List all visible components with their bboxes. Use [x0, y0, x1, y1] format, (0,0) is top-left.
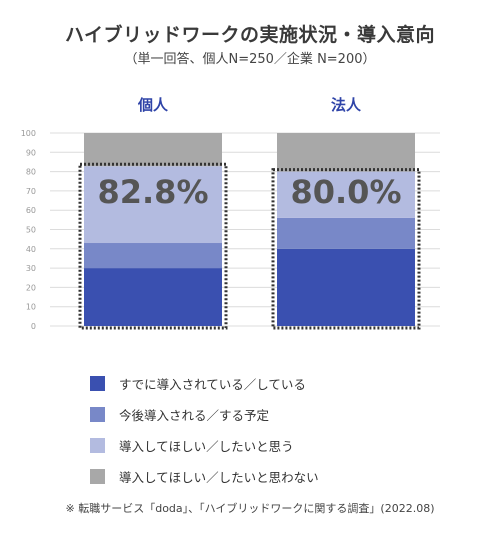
legend-item-want: 導入してほしい／したいと思う [90, 430, 319, 460]
legend-swatch-want [90, 437, 105, 453]
bar-segment-kojin-2 [84, 243, 222, 269]
chart-subtitle: （単一回答、個人N=250／企業 N=200） [124, 52, 376, 67]
y-tick-label-40: 40 [26, 245, 36, 254]
legend-item-planned: 今後導入される／する予定 [90, 399, 319, 429]
y-tick-label-50: 50 [26, 226, 36, 235]
bar-segment-kojin-1 [84, 268, 222, 326]
y-tick-label-60: 60 [26, 206, 36, 215]
legend-label-not-want: 導入してほしい／したいと思わない [119, 469, 319, 485]
y-tick-label-90: 90 [26, 148, 36, 157]
highlight-total-label-hojin: 80.0% [290, 173, 401, 211]
y-tick-label-0: 0 [31, 322, 36, 331]
source-footnote: ※ 転職サービス「doda」、「ハイブリッドワークに関する調査」(2022.08… [65, 502, 435, 515]
highlight-box-hojin [271, 168, 421, 330]
category-label-hojin: 法人 [331, 96, 362, 114]
bar-segment-kojin-4 [84, 133, 222, 167]
legend-swatch-not-want [90, 468, 105, 484]
bar-segment-hojin-1 [277, 248, 415, 326]
legend-label-implemented: すでに導入されている／している [119, 376, 306, 392]
highlight-box-kojin [78, 162, 228, 330]
bar-segment-hojin-3 [277, 171, 415, 218]
bar-segment-hojin-2 [277, 217, 415, 249]
bar-segment-kojin-3 [84, 166, 222, 244]
y-tick-label-10: 10 [26, 303, 36, 312]
category-label-kojin: 個人 [137, 96, 169, 114]
legend-label-planned: 今後導入される／する予定 [119, 407, 270, 423]
y-tick-label-100: 100 [21, 129, 36, 138]
legend-item-not-want: 導入してほしい／したいと思わない [90, 461, 319, 491]
highlight-total-label-kojin: 82.8% [97, 173, 208, 211]
legend-swatch-implemented [90, 375, 105, 391]
stacked-bar-chart: 0 10 20 30 40 50 60 70 80 90 100 個人 82.8% 法人 80.0% [21, 96, 440, 331]
legend-swatch-planned [90, 406, 105, 422]
chart-title: ハイブリッドワークの実施状況・導入意向 [64, 24, 436, 46]
y-tick-label-20: 20 [26, 283, 36, 292]
bar-segment-hojin-4 [277, 133, 415, 172]
y-tick-label-30: 30 [26, 264, 36, 273]
y-tick-label-70: 70 [26, 187, 36, 196]
legend-label-want: 導入してほしい／したいと思う [119, 438, 294, 454]
y-tick-label-80: 80 [26, 168, 36, 177]
legend-item-implemented: すでに導入されている／している [90, 368, 319, 398]
legend: すでに導入されている／している 今後導入される／する予定 導入してほしい／したい… [90, 368, 319, 492]
